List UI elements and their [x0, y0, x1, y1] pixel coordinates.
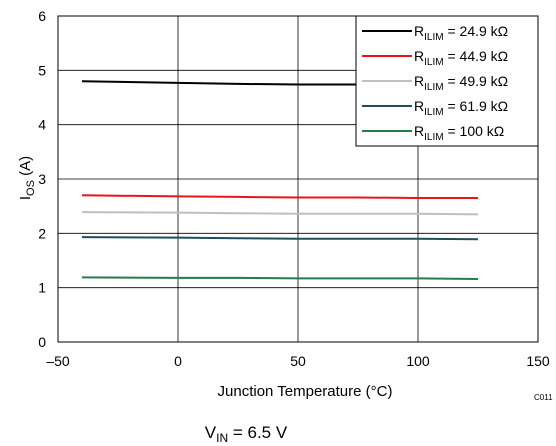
series-line-3	[81, 211, 479, 216]
y-tick-label: 2	[38, 225, 46, 241]
y-tick-label: 3	[38, 171, 46, 187]
y-tick-labels: 0 1 2 3 4 5 6	[38, 8, 46, 350]
y-tick-label: 0	[38, 334, 46, 350]
x-tick-label: 50	[290, 353, 306, 369]
y-axis-label-main: I	[17, 196, 34, 200]
y-tick-label: 6	[38, 8, 46, 24]
x-tick-label: –50	[46, 353, 70, 369]
x-axis-label: Junction Temperature (°C)	[218, 383, 393, 400]
legend-label-5: RILIM = 100 kΩ	[414, 123, 504, 143]
series-line-2	[81, 194, 478, 200]
y-axis-label-unit: (A)	[17, 156, 34, 180]
x-tick-labels: –50 0 50 100 150	[46, 353, 550, 369]
caption-sub: IN	[216, 431, 228, 445]
legend-box	[355, 15, 539, 147]
caption-main: V	[205, 423, 217, 442]
x-tick-label: 0	[174, 353, 182, 369]
legend: RILIM = 24.9 kΩ RILIM = 44.9 kΩ RILIM = 49…	[355, 15, 539, 147]
legend-label-1: RILIM = 24.9 kΩ	[414, 23, 508, 43]
series-line-5	[81, 276, 479, 280]
legend-label-2: RILIM = 44.9 kΩ	[414, 48, 508, 68]
y-axis-label-sub: OS	[25, 180, 37, 196]
figure-code: C011	[534, 393, 553, 402]
x-tick-label: 100	[406, 353, 430, 369]
caption: VIN = 6.5 V	[205, 423, 288, 445]
series-line-4	[81, 236, 479, 241]
x-tick-label: 150	[526, 353, 550, 369]
y-axis-label: IOS (A)	[17, 156, 37, 200]
y-tick-label: 1	[38, 280, 46, 296]
plot-frame	[57, 15, 539, 343]
legend-label-4: RILIM = 61.9 kΩ	[414, 98, 508, 118]
y-tick-label: 4	[38, 117, 46, 133]
legend-label-3: RILIM = 49.9 kΩ	[414, 73, 508, 93]
caption-rest: = 6.5 V	[228, 423, 288, 442]
y-tick-label: 5	[38, 62, 46, 78]
